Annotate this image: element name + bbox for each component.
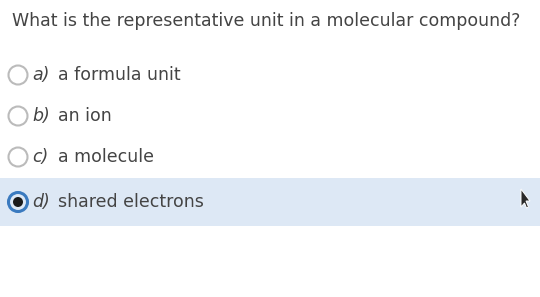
Text: a molecule: a molecule xyxy=(58,148,154,166)
Text: shared electrons: shared electrons xyxy=(58,193,204,211)
Text: an ion: an ion xyxy=(58,107,112,125)
Text: What is the representative unit in a molecular compound?: What is the representative unit in a mol… xyxy=(12,12,521,30)
Text: a): a) xyxy=(32,66,49,84)
Text: b): b) xyxy=(32,107,50,125)
Polygon shape xyxy=(521,189,530,208)
Text: d): d) xyxy=(32,193,50,211)
Text: c): c) xyxy=(32,148,48,166)
FancyBboxPatch shape xyxy=(0,178,540,226)
Text: a formula unit: a formula unit xyxy=(58,66,180,84)
Circle shape xyxy=(13,197,23,207)
